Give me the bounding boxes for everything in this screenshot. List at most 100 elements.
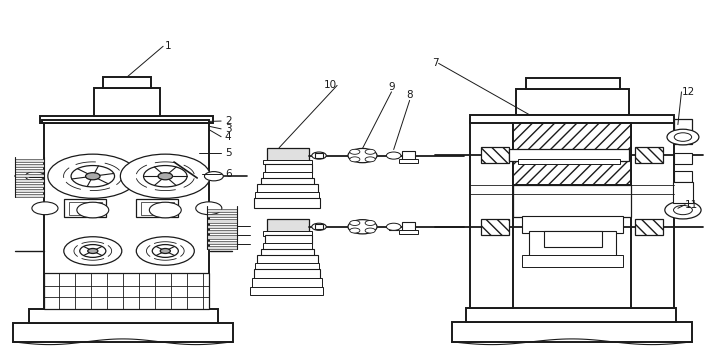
Bar (315, 224, 323, 229)
Bar (250, 287, 323, 295)
Bar (402, 151, 415, 160)
Circle shape (386, 223, 401, 230)
Bar (513, 185, 631, 217)
Bar (674, 119, 692, 144)
Bar (674, 171, 692, 182)
Circle shape (365, 228, 376, 233)
Circle shape (348, 148, 377, 163)
Circle shape (667, 129, 699, 145)
Bar (265, 164, 312, 173)
Bar (389, 153, 398, 158)
Bar (399, 230, 418, 234)
Bar (257, 184, 318, 193)
Bar (631, 119, 674, 308)
Bar (207, 235, 237, 239)
Bar (481, 147, 509, 163)
Circle shape (25, 172, 44, 181)
Bar (44, 273, 209, 309)
Bar (14, 184, 44, 187)
Text: 2: 2 (225, 116, 231, 126)
Bar (402, 222, 415, 231)
Circle shape (77, 202, 109, 218)
Bar (509, 149, 629, 161)
Bar (42, 120, 209, 123)
Circle shape (365, 220, 376, 225)
Circle shape (160, 248, 170, 253)
Bar (267, 219, 309, 233)
Text: 3: 3 (225, 124, 231, 134)
Text: 7: 7 (432, 58, 439, 68)
Bar (265, 235, 312, 244)
Circle shape (144, 166, 187, 187)
Bar (14, 169, 44, 172)
Bar (207, 219, 237, 222)
Text: 5: 5 (225, 148, 231, 158)
Bar (261, 178, 314, 185)
Bar (254, 198, 320, 208)
Bar (252, 278, 322, 288)
Bar (399, 159, 418, 163)
Bar (315, 153, 323, 158)
Bar (263, 231, 312, 236)
Bar (263, 160, 312, 164)
Circle shape (136, 237, 194, 265)
Circle shape (348, 220, 377, 234)
Bar (470, 115, 674, 123)
Bar (14, 174, 44, 177)
Circle shape (88, 248, 98, 253)
Bar (14, 194, 44, 197)
Text: 8: 8 (406, 90, 413, 100)
Bar (255, 192, 319, 199)
Circle shape (349, 157, 360, 162)
Circle shape (349, 220, 360, 225)
Circle shape (674, 205, 692, 215)
Bar (254, 269, 320, 279)
Bar (518, 159, 620, 164)
Circle shape (365, 149, 376, 154)
Bar (14, 159, 44, 162)
Bar (64, 199, 106, 217)
Bar (263, 172, 312, 179)
Circle shape (386, 152, 401, 159)
Bar (207, 230, 237, 233)
Bar (452, 322, 692, 342)
Circle shape (149, 202, 181, 218)
Bar (40, 116, 213, 123)
Bar (522, 255, 623, 267)
Bar (44, 120, 209, 309)
Circle shape (365, 157, 376, 162)
Bar (14, 164, 44, 167)
Bar (29, 309, 218, 323)
Circle shape (32, 202, 58, 215)
Bar (544, 231, 602, 247)
Bar (674, 153, 692, 164)
Circle shape (71, 166, 115, 187)
Bar (136, 199, 178, 217)
Circle shape (349, 149, 360, 154)
Bar (466, 308, 676, 322)
Bar (257, 255, 318, 264)
Bar (69, 202, 102, 215)
Bar (207, 209, 237, 212)
Bar (254, 198, 320, 206)
Text: 4: 4 (225, 132, 231, 142)
Circle shape (120, 154, 210, 198)
Bar (207, 246, 237, 249)
Bar (516, 89, 629, 115)
Bar (470, 119, 513, 308)
Circle shape (312, 152, 326, 159)
Bar (255, 263, 319, 271)
Bar (13, 323, 233, 342)
Circle shape (80, 245, 106, 257)
Text: 12: 12 (682, 87, 695, 97)
Text: 1: 1 (165, 41, 172, 51)
Bar (635, 219, 663, 235)
Bar (267, 148, 309, 162)
Bar (481, 219, 509, 235)
Bar (14, 189, 44, 192)
Bar (207, 225, 237, 228)
Text: 9: 9 (388, 82, 395, 92)
Bar (141, 202, 174, 215)
Circle shape (312, 223, 326, 230)
Bar (94, 88, 160, 116)
